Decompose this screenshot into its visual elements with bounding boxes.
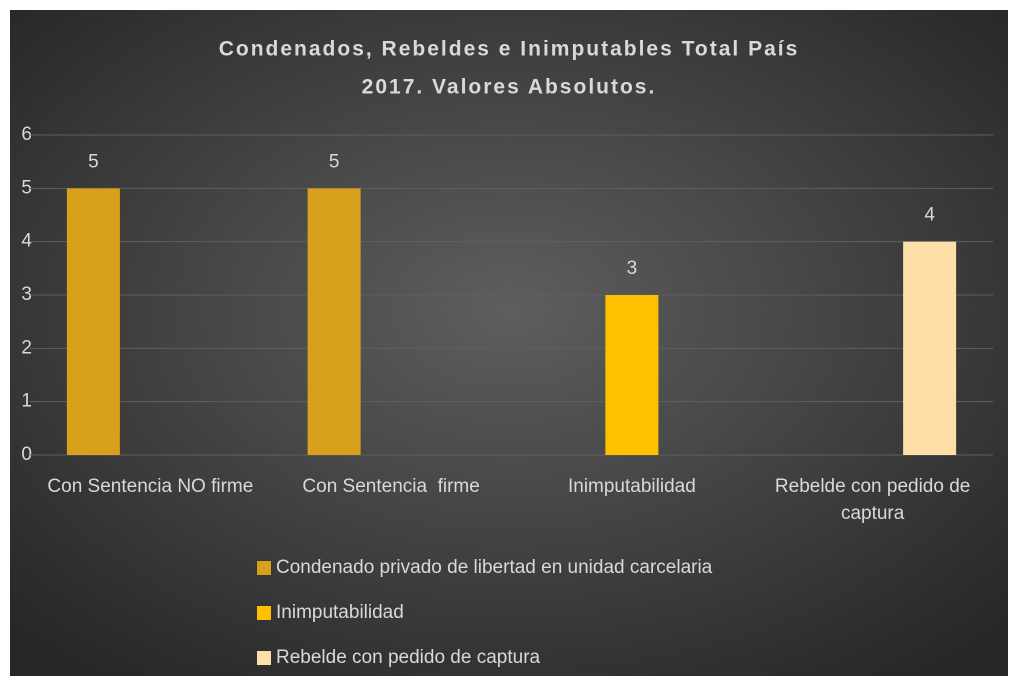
chart-container: Condenados, Rebeldes e Inimputables Tota… — [10, 10, 1008, 676]
x-tick-label: Inimputabilidad — [567, 476, 696, 497]
bar — [66, 188, 120, 456]
x-tick-label: Con Sentencia NO firme — [47, 476, 254, 497]
legend-label: Condenado privado de libertad en unidad … — [276, 557, 713, 578]
y-tick-label: 4 — [21, 231, 32, 252]
background — [10, 10, 1008, 676]
legend-swatch — [257, 561, 271, 575]
legend-label: Rebelde con pedido de captura — [276, 647, 541, 668]
bar — [307, 188, 361, 456]
x-tick-label: Con Sentencia firme — [302, 476, 480, 497]
chart-title: 2017. Valores Absolutos. — [362, 76, 657, 99]
data-label: 3 — [627, 258, 638, 279]
x-tick-label: Rebelde con pedido de captura — [774, 476, 976, 524]
bar — [903, 241, 957, 455]
legend-swatch — [257, 606, 271, 620]
y-tick-label: 5 — [21, 177, 32, 198]
data-label: 5 — [329, 151, 340, 172]
y-tick-label: 1 — [21, 391, 32, 412]
y-tick-label: 3 — [21, 284, 32, 305]
legend-swatch — [257, 651, 271, 665]
y-tick-label: 0 — [21, 444, 32, 465]
y-tick-label: 6 — [21, 124, 32, 145]
y-tick-label: 2 — [21, 337, 32, 358]
data-label: 4 — [924, 205, 935, 226]
data-label: 5 — [88, 151, 99, 172]
chart-title: Condenados, Rebeldes e Inimputables Tota… — [219, 38, 800, 61]
bar — [605, 295, 659, 455]
legend-label: Inimputabilidad — [276, 602, 404, 623]
chart: Condenados, Rebeldes e Inimputables Tota… — [10, 10, 1008, 676]
